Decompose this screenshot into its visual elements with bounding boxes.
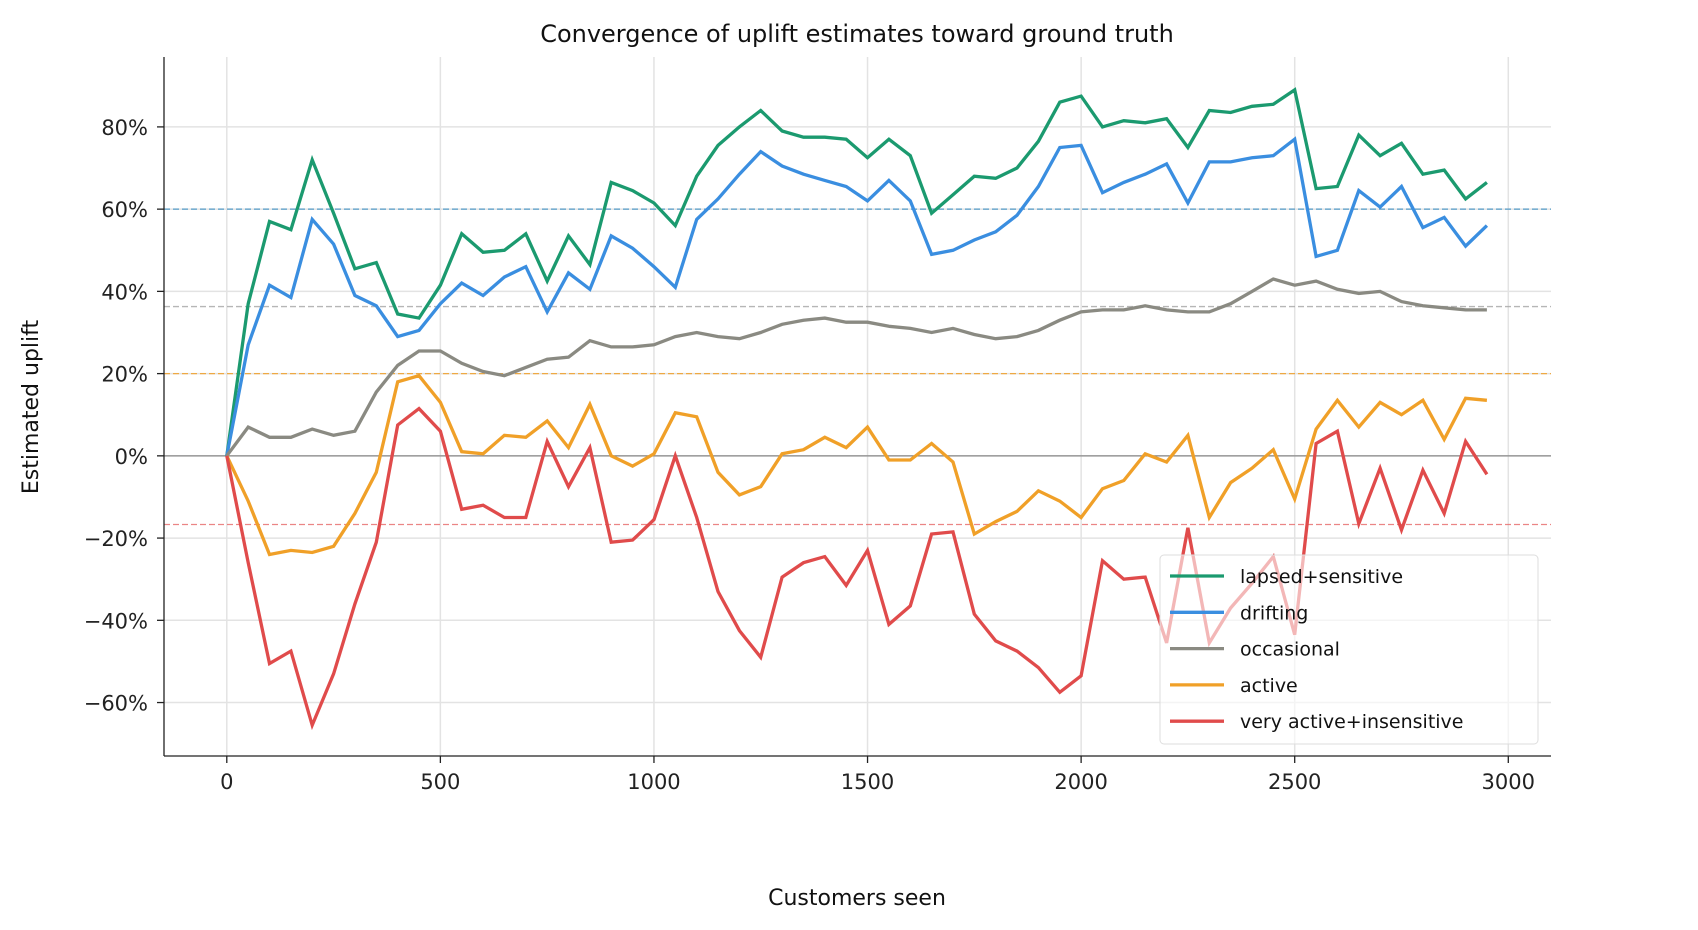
x-tick-label: 3000 <box>1482 770 1535 794</box>
y-axis-label: Estimated uplift <box>19 320 44 495</box>
series-line-drifting <box>225 136 1489 457</box>
y-tick-label: 60% <box>101 198 148 222</box>
x-tick-label: 2500 <box>1268 770 1321 794</box>
y-tick-label: −40% <box>84 609 148 633</box>
y-tick-label: 0% <box>115 445 148 469</box>
tick-labels: 0 500 1000 1500 2000 2500 3000 −60% −40% −20% 0% 20… <box>84 116 1535 794</box>
legend-box <box>1159 554 1539 745</box>
legend-label: active <box>1240 675 1298 697</box>
series-line-lapsed-sensitive <box>225 87 1488 457</box>
x-tick-label: 0 <box>220 770 233 794</box>
axes <box>157 57 1551 763</box>
x-tick-label: 1500 <box>841 770 894 794</box>
legend-label: occasional <box>1240 639 1340 661</box>
x-tick-label: 2000 <box>1054 770 1107 794</box>
y-tick-label: −20% <box>84 527 148 551</box>
x-axis-label: Customers seen <box>768 886 946 911</box>
legend-label: lapsed+sensitive <box>1240 566 1403 588</box>
series-line-active <box>225 373 1488 557</box>
legend-label: very active+insensitive <box>1240 711 1464 733</box>
legend: lapsed+sensitive drifting occasional active… <box>1159 554 1539 745</box>
y-tick-label: 20% <box>101 363 148 387</box>
x-tick-label: 500 <box>420 770 460 794</box>
y-tick-label: 80% <box>101 116 148 140</box>
series-line-occasional <box>225 277 1487 457</box>
ground-truth-lines <box>164 208 1551 526</box>
chart-title: Convergence of uplift estimates toward g… <box>540 20 1174 48</box>
x-tick-label: 1000 <box>627 770 680 794</box>
y-tick-label: −60% <box>84 692 148 716</box>
legend-label: drifting <box>1240 602 1308 624</box>
y-tick-label: 40% <box>101 280 148 304</box>
